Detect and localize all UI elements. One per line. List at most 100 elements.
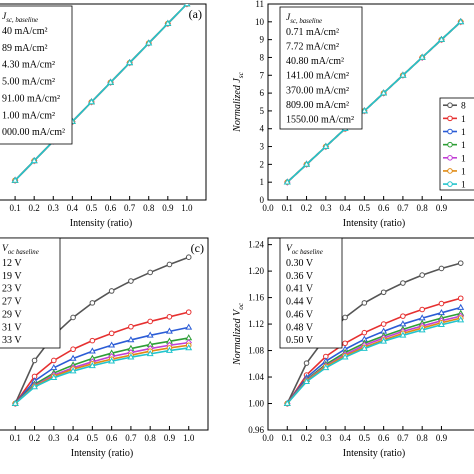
legend2-marker [447, 155, 453, 161]
data-point [107, 78, 115, 85]
legend2-marker [447, 128, 453, 135]
legend-entry: 40 mA/cm² [2, 26, 48, 37]
panel-b: 0.0 0.1 0.2 0.3 0.4 0.5 0.6 0.7 0.8 0.9 Intensity … [232, 0, 474, 229]
legend-title: Jsc, baseline [2, 12, 38, 24]
data-point [127, 336, 135, 343]
x-tick-label: 0.8 [417, 433, 429, 443]
data-point [400, 280, 406, 286]
y-tick-label: 7 [260, 70, 265, 80]
x-tick-label: 0.4 [67, 433, 79, 443]
panel-label: (c) [191, 241, 204, 255]
legend-box [279, 6, 363, 130]
x-tick-label: 0.5 [359, 433, 371, 443]
panel-a: 0.1 0.2 0.3 0.4 0.5 0.6 0.7 0.8 0.9 1.0 Intensity … [0, 3, 207, 229]
data-point [361, 300, 368, 306]
x-tick-label: 0.6 [378, 203, 390, 213]
data-point [457, 260, 464, 266]
x-tick-label: 0.9 [436, 433, 448, 443]
data-point [108, 341, 116, 348]
x-tick-label: 0.4 [339, 433, 351, 443]
series-line-1 [14, 311, 189, 404]
y-tick-label: 9 [260, 35, 265, 45]
data-point [147, 269, 153, 276]
y-tick-label: 3 [260, 142, 265, 152]
panel-c: 0.1 0.2 0.3 0.4 0.5 0.6 0.7 0.8 0.9 1.0 Intensity … [0, 237, 209, 459]
x-tick-label: 0.3 [320, 433, 332, 443]
data-point [128, 278, 134, 284]
data-point [31, 383, 39, 390]
data-point [437, 308, 445, 316]
y-tick-label: 11 [255, 0, 264, 9]
legend-entry: 91.00 mA/cm² [2, 93, 60, 104]
data-point [126, 58, 134, 66]
legend-entry: 0.44 V [286, 297, 314, 308]
data-point [342, 340, 348, 347]
data-point [89, 300, 96, 306]
legend-entry: 370.00 mA/cm² [286, 85, 349, 96]
legend-entry: 809.00 mA/cm² [286, 100, 349, 111]
data-point [108, 357, 116, 364]
legend2-marker [447, 181, 453, 187]
legend-entry: 1550.00 mA/cm² [286, 114, 354, 125]
data-point [322, 363, 330, 371]
data-point [399, 71, 407, 78]
legend-entry: 0.30 V [286, 258, 314, 269]
data-point [438, 300, 445, 307]
series-line-2 [286, 306, 461, 404]
y-tick-label: 2 [260, 159, 265, 169]
y-tick-label: 1.08 [248, 346, 264, 356]
legend-entry: 0.41 V [286, 284, 314, 295]
series-line-6 [286, 319, 461, 405]
data-point [165, 346, 173, 353]
data-point [380, 321, 387, 327]
data-point [457, 18, 465, 25]
data-point [419, 272, 425, 278]
data-point [30, 156, 38, 164]
plot-frame [0, 3, 207, 201]
plot-frame [267, 237, 474, 431]
legend-entry: 23 V [2, 284, 22, 295]
x-tick-label: 0.5 [359, 203, 371, 213]
x-axis-title: Intensity (ratio) [70, 218, 132, 229]
legend-entry: 7.72 mA/cm² [286, 42, 339, 53]
legend-entry: 000.00 mA/cm² [2, 127, 65, 138]
data-point [50, 363, 58, 371]
data-point [87, 98, 95, 105]
data-point [418, 314, 426, 321]
x-tick-label: 0.8 [145, 433, 157, 443]
legend-entry: 4.30 mA/cm² [2, 60, 55, 71]
legend-title: Jsc, baseline [286, 13, 322, 25]
series-line-6 [286, 21, 462, 183]
y-tick-label: 1.00 [248, 399, 264, 409]
x-axis-title: Intensity (ratio) [343, 218, 405, 229]
legend-entry: 12 V [2, 258, 22, 269]
x-tick-label: 0.0 [262, 203, 274, 213]
x-tick-label: 0.3 [48, 433, 60, 443]
legend-entry: 29 V [2, 309, 22, 320]
x-tick-label: 0.2 [29, 433, 40, 443]
series-line-5 [286, 317, 461, 405]
data-point [166, 261, 173, 268]
x-tick-label: 0.5 [86, 203, 98, 213]
x-tick-label: 0.9 [162, 203, 174, 213]
data-point [457, 316, 465, 323]
x-tick-label: 0.7 [397, 203, 409, 213]
data-point [183, 4, 191, 7]
legend-title: Voc baseline [2, 244, 39, 256]
x-tick-label: 0.7 [125, 433, 137, 443]
legend2-entry: 8 [461, 102, 466, 112]
x-tick-label: 0.1 [10, 433, 21, 443]
x-tick-label: 0.3 [320, 203, 332, 213]
data-point [70, 314, 76, 321]
legend-entry: 31 V [2, 322, 22, 333]
x-tick-label: 1.0 [181, 203, 193, 213]
series-group [11, 254, 193, 408]
x-tick-label: 0.6 [378, 433, 390, 443]
data-point [88, 347, 96, 354]
data-point [166, 313, 173, 320]
y-tick-label: 10 [255, 17, 265, 27]
legend-entry: 89 mA/cm² [2, 43, 48, 54]
x-tick-label: 0.7 [397, 433, 409, 443]
plot-frame [0, 237, 209, 431]
legend2-marker [447, 141, 453, 148]
